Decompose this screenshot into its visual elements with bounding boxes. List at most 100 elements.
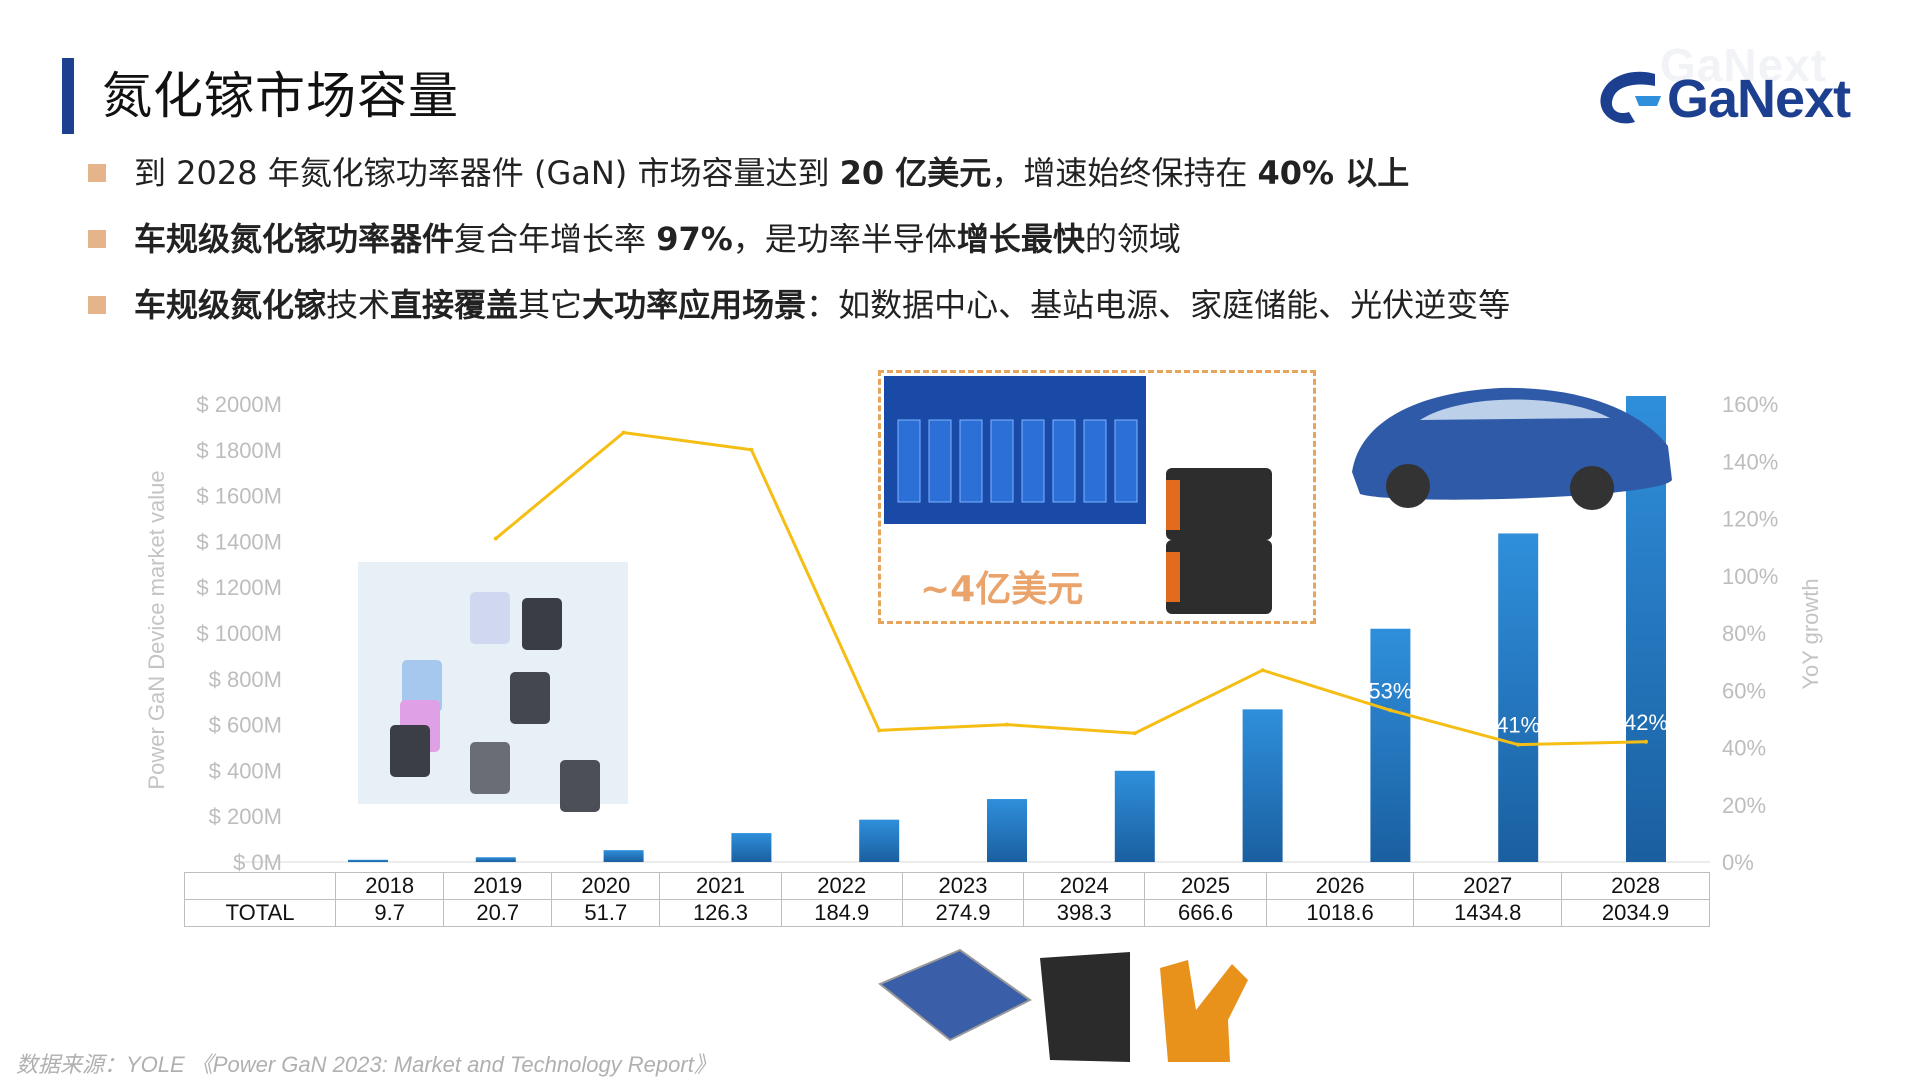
server-rack-icon (897, 419, 921, 503)
bullet-marker (88, 164, 106, 182)
bar (1498, 533, 1539, 862)
charger-icon (402, 660, 442, 712)
table-value-cell: 51.7 (551, 899, 661, 927)
y-tick-label: $ 600M (209, 713, 282, 738)
y-tick-label: $ 1800M (196, 438, 282, 463)
yoy-point (621, 430, 626, 435)
table-value-cell: 20.7 (443, 899, 553, 927)
bullet-text: ，增速始终保持在 (991, 154, 1258, 192)
logo-text: GaNext (1667, 69, 1851, 129)
bar (475, 857, 516, 862)
bar (603, 850, 644, 862)
car-wheel (1386, 464, 1430, 508)
data-center-highlight-box (878, 370, 1316, 624)
bullet-text: 的领域 (1084, 220, 1181, 258)
ganext-logo: GaNext (1595, 66, 1875, 130)
bullet-emphasis: 20 亿美元 (839, 154, 992, 192)
y2-tick-label: 80% (1722, 621, 1766, 646)
y-axis-title: Power GaN Device market value (144, 470, 169, 789)
table-value-cell: 2034.9 (1561, 899, 1710, 927)
yoy-data-label: 41% (1496, 713, 1540, 738)
power-station-icon (1166, 540, 1272, 614)
robot-arm-icon (1160, 960, 1248, 1062)
server-rack-icon (959, 419, 983, 503)
bullet-emphasis: 97% (656, 220, 733, 258)
yoy-point (749, 447, 754, 452)
bullet-marker (88, 296, 106, 314)
y-tick-label: $ 800M (209, 667, 282, 692)
battery-case-icon (1040, 952, 1130, 1062)
charger-icon (390, 725, 430, 777)
logo-watermark: GaNext (1660, 39, 1828, 91)
y2-tick-label: 100% (1722, 564, 1778, 589)
table-value-cell: 1018.6 (1265, 899, 1415, 927)
bar (1114, 770, 1155, 862)
power-station-icon (1166, 468, 1272, 540)
table-year-cell: 2024 (1023, 872, 1146, 900)
server-rack-icon (1114, 419, 1138, 503)
table-corner-cell (183, 872, 337, 900)
table-year-cell: 2027 (1413, 872, 1563, 900)
bar (859, 819, 900, 862)
bullet-text: 到 2028 年氮化镓功率器件 (GaN) 市场容量达到 (134, 154, 840, 192)
table-year-cell: 2026 (1265, 872, 1415, 900)
y2-tick-label: 40% (1722, 736, 1766, 761)
y2-axis-title: YoY growth (1798, 578, 1823, 689)
bullet-emphasis: 直接覆盖 (390, 286, 519, 324)
bullet-text: 技术 (326, 286, 391, 324)
table-year-cell: 2020 (551, 872, 661, 900)
charger-icon (510, 672, 550, 724)
table-value-cell: 666.6 (1144, 899, 1267, 927)
yoy-point (493, 536, 498, 541)
bar (987, 799, 1027, 862)
table-value-cell: 1434.8 (1413, 899, 1563, 927)
bullet-emphasis: 大功率应用场景 (582, 286, 807, 324)
server-rack-icon (990, 419, 1014, 503)
bar (1242, 709, 1283, 862)
table-year-cell: 2025 (1144, 872, 1267, 900)
bullet-emphasis: 增长最快 (956, 220, 1085, 258)
power-station-accent (1166, 552, 1180, 602)
y-tick-label: $ 1600M (196, 484, 282, 509)
y-tick-label: $ 2000M (196, 392, 282, 417)
y-tick-label: $ 0M (233, 850, 282, 875)
y2-tick-label: 160% (1722, 392, 1778, 417)
bar (348, 859, 388, 862)
table-value-cell: 274.9 (901, 899, 1025, 927)
title-accent-bar (62, 58, 74, 134)
solar-panel-icon (878, 948, 1032, 1042)
server-rack-icon (928, 419, 952, 503)
bullet-emphasis: 车规级氮化镓功率器件 (134, 220, 455, 258)
data-table: 2018 2019 2020 2021 2022 2023 2024 2025 2026 2027… (183, 872, 1710, 927)
bullet-text: ，是功率半导体 (732, 220, 957, 258)
server-rack-icon (1052, 419, 1076, 503)
yoy-point (1388, 708, 1393, 713)
y-tick-label: $ 1200M (196, 575, 282, 600)
bullet-text: 复合年增长率 (454, 220, 657, 258)
power-station-accent (1166, 480, 1180, 530)
yoy-point (1132, 731, 1137, 736)
bar (731, 833, 772, 862)
page-title: 氮化镓市场容量 (102, 67, 459, 125)
table-year-cell: 2018 (335, 872, 445, 900)
charger-icon (470, 742, 510, 794)
bullet-item: 车规级氮化镓功率器件复合年增长率 97%，是功率半导体增长最快的领域 (88, 212, 1848, 278)
yoy-data-label: 42% (1624, 710, 1668, 735)
y-tick-label: $ 200M (209, 804, 282, 829)
data-source-note: 数据来源：YOLE 《Power GaN 2023: Market and Te… (16, 1052, 716, 1077)
y2-tick-label: 140% (1722, 449, 1778, 474)
table-value-cell: 398.3 (1023, 899, 1146, 927)
bullet-text: ：如数据中心、基站电源、家庭储能、光伏逆变等 (806, 286, 1511, 324)
y-tick-label: $ 400M (209, 758, 282, 783)
y-tick-label: $ 1000M (196, 621, 282, 646)
yoy-data-label: 53% (1368, 678, 1412, 703)
table-year-cell: 2021 (659, 872, 782, 900)
table-row-label: TOTAL (183, 899, 337, 927)
table-year-cell: 2023 (901, 872, 1025, 900)
yoy-point (1260, 668, 1265, 673)
charger-icon (470, 592, 510, 644)
yoy-point (877, 728, 882, 733)
bullet-text: 其它 (518, 286, 583, 324)
server-rack-icon (1021, 419, 1045, 503)
